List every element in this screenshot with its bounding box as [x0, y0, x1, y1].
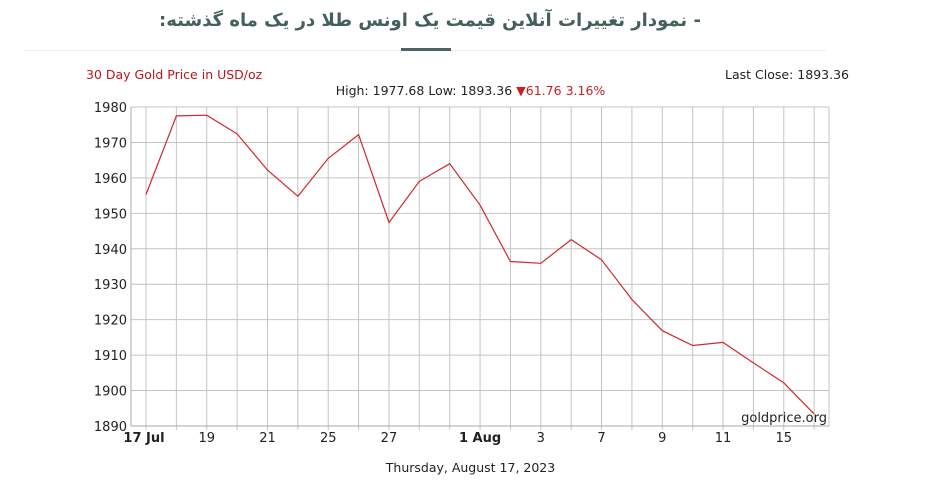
x-axis: 17 Jul 19 21 25 27 1 Aug 3 7 9 11 15: [123, 431, 792, 446]
chart-subtitle: 30 Day Gold Price in USD/oz: [86, 67, 263, 82]
x-tick-label: 19: [198, 431, 215, 446]
price-line: [145, 114, 815, 415]
x-tick-label: 25: [320, 431, 337, 446]
y-tick-label: 1950: [94, 207, 127, 222]
x-tick-label: 7: [597, 431, 605, 446]
x-tick-label: 3: [537, 431, 545, 446]
triangle-down-icon: ▼: [516, 83, 526, 98]
y-axis: 1890 1900 1910 1920 1930 1940 1950 1960 1970 1980: [94, 101, 127, 435]
low-label: Low:: [428, 83, 457, 98]
watermark-text: goldprice.org: [741, 411, 827, 426]
y-tick-label: 1940: [94, 243, 127, 258]
y-tick-label: 1900: [94, 385, 127, 400]
x-tick-label: 1 Aug: [459, 431, 501, 446]
chart-date: Thursday, August 17, 2023: [385, 460, 556, 475]
y-tick-label: 1930: [94, 278, 127, 293]
x-tick-label: 21: [259, 431, 276, 446]
price-stats: High: 1977.68 Low: 1893.36 ▼61.76 3.16%: [0, 83, 941, 98]
heading-accent-bar: [401, 48, 451, 51]
y-tick-label: 1960: [94, 172, 127, 187]
x-tick-label: 27: [381, 431, 398, 446]
y-tick-label: 1890: [94, 420, 127, 435]
last-close-label: Last Close: 1893.36: [725, 67, 849, 82]
x-tick-label: 9: [658, 431, 666, 446]
y-tick-label: 1910: [94, 349, 127, 364]
y-tick-label: 1980: [94, 101, 127, 116]
high-value: 1977.68: [372, 83, 425, 98]
x-tick-label: 15: [775, 431, 792, 446]
x-tick-label: 11: [715, 431, 732, 446]
change-value: 61.76: [525, 83, 562, 98]
y-tick-label: 1970: [94, 136, 127, 151]
page-heading: - نمودار تغییرات آنلاین قیمت یک اونس طلا…: [159, 10, 701, 31]
x-tick-label: 17 Jul: [123, 431, 164, 446]
change-percent: 3.16%: [565, 83, 606, 98]
high-label: High:: [335, 83, 369, 98]
low-value: 1893.36: [460, 83, 513, 98]
chart-grid: [130, 106, 830, 430]
y-tick-label: 1920: [94, 314, 127, 329]
